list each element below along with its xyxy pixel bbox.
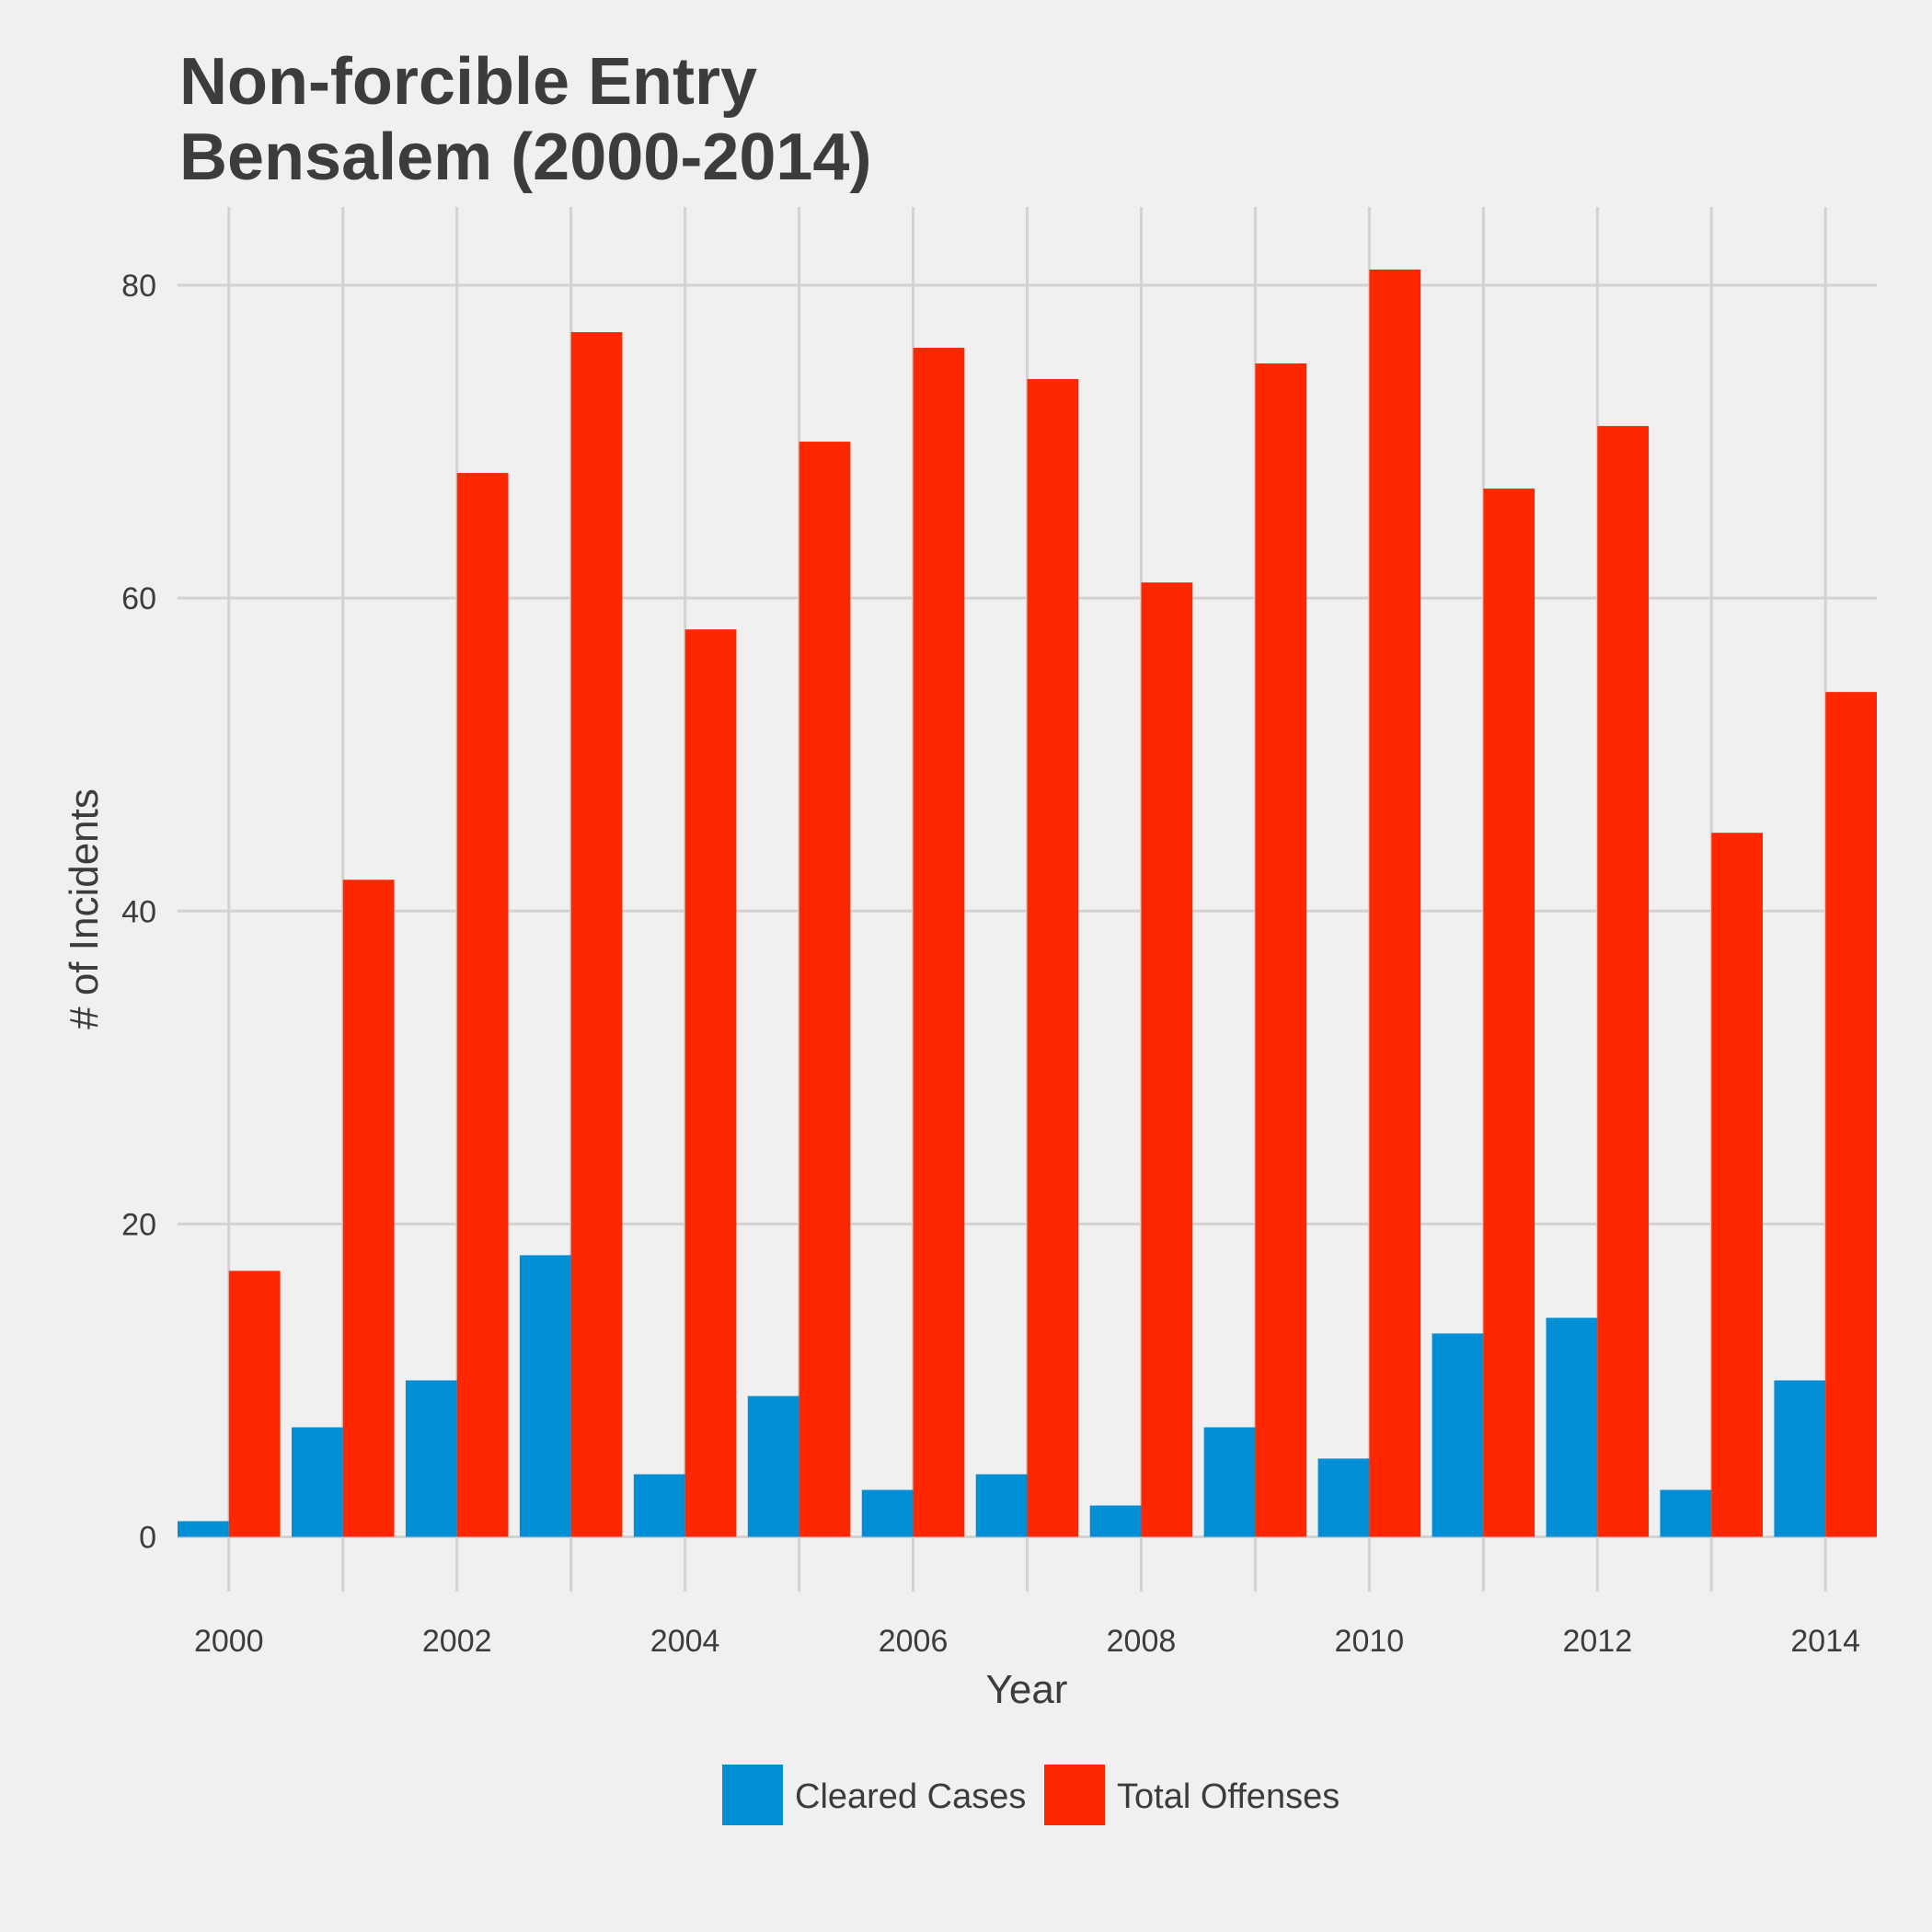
bar-cleared-cases: [178, 1521, 229, 1537]
y-tick-label: 60: [121, 581, 156, 616]
bar-cleared-cases: [1432, 1333, 1484, 1537]
x-tick-label: 2004: [650, 1624, 720, 1659]
bar-cleared-cases: [747, 1396, 799, 1537]
legend-swatch-cleared-cases: [722, 1765, 783, 1825]
bar-total-offenses: [913, 348, 965, 1537]
bar-total-offenses: [684, 629, 737, 1537]
x-tick-label: 2010: [1335, 1624, 1405, 1659]
x-axis-title: Year: [986, 1667, 1068, 1712]
bar-total-offenses: [1825, 692, 1877, 1537]
bar-total-offenses: [1711, 833, 1764, 1537]
bar-total-offenses: [1483, 489, 1535, 1537]
x-tick-label: 2000: [194, 1624, 264, 1659]
y-tick-label: 0: [139, 1520, 156, 1555]
chart-title-line-1: Non-forcible Entry: [179, 45, 757, 119]
bar-cleared-cases: [405, 1380, 457, 1537]
legend: Cleared Cases Total Offenses: [722, 1765, 1340, 1825]
y-axis-title: # of Incidents: [62, 788, 107, 1029]
bar-cleared-cases: [1660, 1489, 1712, 1537]
bar-cleared-cases: [1774, 1380, 1826, 1537]
bar-total-offenses: [570, 332, 623, 1537]
bar-total-offenses: [1141, 582, 1193, 1537]
bar-total-offenses: [228, 1271, 281, 1537]
y-tick-label: 80: [121, 269, 156, 304]
bar-cleared-cases: [1089, 1505, 1142, 1537]
x-tick-label: 2002: [422, 1624, 492, 1659]
bar-total-offenses: [342, 880, 395, 1537]
bar-cleared-cases: [975, 1474, 1028, 1537]
bar-total-offenses: [1597, 426, 1650, 1537]
x-tick-label: 2008: [1107, 1624, 1177, 1659]
bar-cleared-cases: [1203, 1427, 1256, 1537]
bar-total-offenses: [799, 442, 851, 1537]
x-tick-label: 2014: [1790, 1624, 1860, 1659]
legend-label-total-offenses: Total Offenses: [1117, 1777, 1340, 1816]
bar-cleared-cases: [519, 1255, 571, 1537]
legend-label-cleared-cases: Cleared Cases: [795, 1777, 1026, 1816]
x-tick-labels: 2000 2002 2004 2006 2008 2010 2012 2014: [194, 1624, 1860, 1659]
bars: [178, 270, 1877, 1537]
legend-swatch-total-offenses: [1044, 1765, 1105, 1825]
bar-total-offenses: [1027, 379, 1079, 1537]
y-tick-labels: 0 20 40 60 80: [121, 269, 156, 1555]
chart-title-line-2: Bensalem (2000-2014): [179, 121, 871, 194]
bar-cleared-cases: [1317, 1458, 1370, 1537]
x-tick-label: 2006: [879, 1624, 949, 1659]
bar-cleared-cases: [633, 1474, 685, 1537]
x-tick-label: 2012: [1562, 1624, 1632, 1659]
bar-total-offenses: [456, 473, 509, 1537]
bar-total-offenses: [1255, 363, 1307, 1537]
y-tick-label: 20: [121, 1207, 156, 1242]
bar-cleared-cases: [861, 1489, 914, 1537]
bar-cleared-cases: [291, 1427, 343, 1537]
y-tick-label: 40: [121, 894, 156, 929]
bar-total-offenses: [1369, 270, 1421, 1537]
bar-cleared-cases: [1546, 1317, 1598, 1537]
